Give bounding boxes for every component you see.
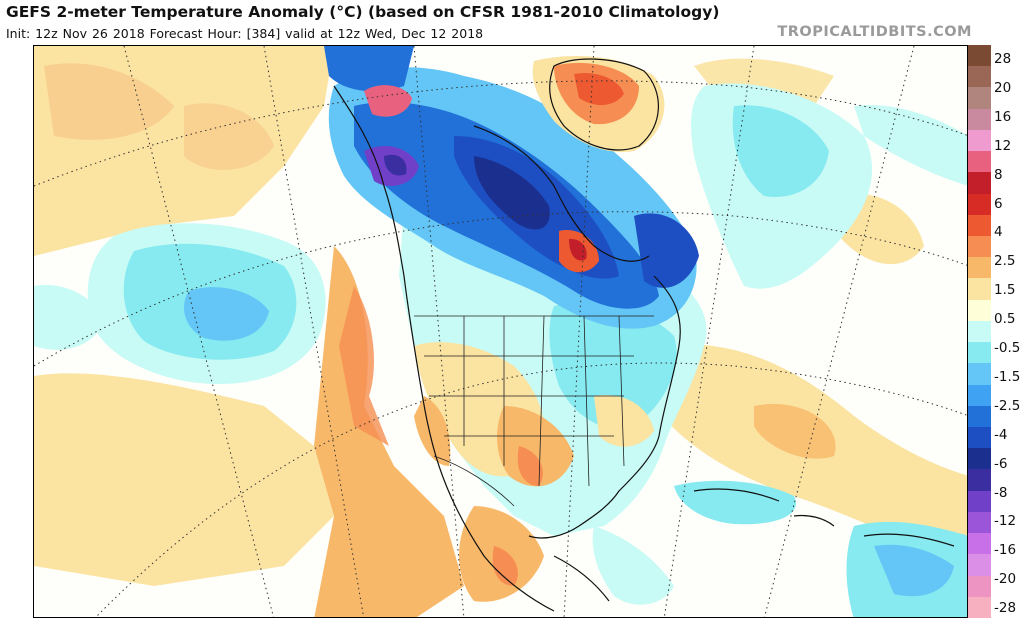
colorbar-label: -4 [994,426,1008,443]
colorbar-label: 0.5 [994,311,1016,328]
forecast-info: Init: 12z Nov 26 2018 Forecast Hour: [38… [6,26,484,41]
colorbar-swatch [968,214,991,237]
colorbar-label: -6 [994,455,1008,472]
colorbar-label: 16 [994,108,1012,125]
temperature-anomaly-map [33,45,968,618]
colorbar-label: -2.5 [994,397,1021,414]
colorbar-legend: 28 20 16 12 8 6 4 2.5 1.5 0.5 -0.5 -1.5 -2.5 -4 -6 -8 -1… [968,45,1024,619]
colorbar-label: -28 [994,600,1017,617]
colorbar-label: 4 [994,224,1003,241]
ocean-anomaly-shading [34,46,967,617]
colorbar-label: 2.5 [994,253,1016,270]
colorbar-label: 20 [994,79,1012,96]
colorbar-swatch [968,66,991,88]
colorbar-label: 1.5 [994,282,1016,299]
brand-watermark: TROPICALTIDBITS.COM [777,24,972,40]
colorbar-swatch [968,193,991,216]
colorbar-swatch [968,236,991,258]
colorbar-swatch [968,427,991,449]
colorbar-label: -20 [994,571,1017,588]
colorbar-swatch [968,575,991,598]
colorbar-label: 28 [994,51,1012,67]
colorbar-label: 6 [994,195,1003,212]
colorbar-swatch [968,490,991,513]
colorbar-swatch [968,363,991,386]
colorbar-swatch [968,448,991,470]
colorbar-swatch [968,469,991,492]
colorbar-swatch [968,533,991,555]
colorbar-swatch [968,320,991,343]
colorbar-label: -8 [994,484,1008,501]
pacific-cold-anomaly [34,223,326,384]
state-borders [414,315,654,507]
caribbean-anomaly [592,480,967,617]
map-title: GEFS 2-meter Temperature Anomaly (°C) (b… [6,3,720,21]
colorbar-swatch [968,172,991,195]
colorbar-swatch [968,278,991,301]
atlantic-cold-anomaly [691,83,967,289]
colorbar-label: -1.5 [994,368,1021,385]
colorbar-label: -16 [994,542,1017,559]
colorbar-label: -0.5 [994,340,1021,356]
colorbar-swatch [968,45,991,67]
colorbar-swatch [968,596,991,619]
colorbar-label: -12 [994,513,1017,530]
colorbar-swatch [968,384,991,407]
colorbar-swatch [968,299,991,322]
colorbar-label: 12 [994,137,1012,154]
graticule-lines [34,46,967,617]
colorbar-swatch [968,257,991,279]
colorbar-swatch [968,87,991,110]
colorbar-swatch [968,129,991,152]
colorbar-swatch [968,405,991,428]
colorbar-swatch [968,108,991,131]
colorbar-swatch [968,342,991,364]
colorbar-swatch [968,554,991,577]
colorbar-swatch [968,151,991,173]
colorbar-label: 8 [994,166,1003,183]
colorbar-swatch [968,511,991,534]
coastlines [333,58,955,612]
